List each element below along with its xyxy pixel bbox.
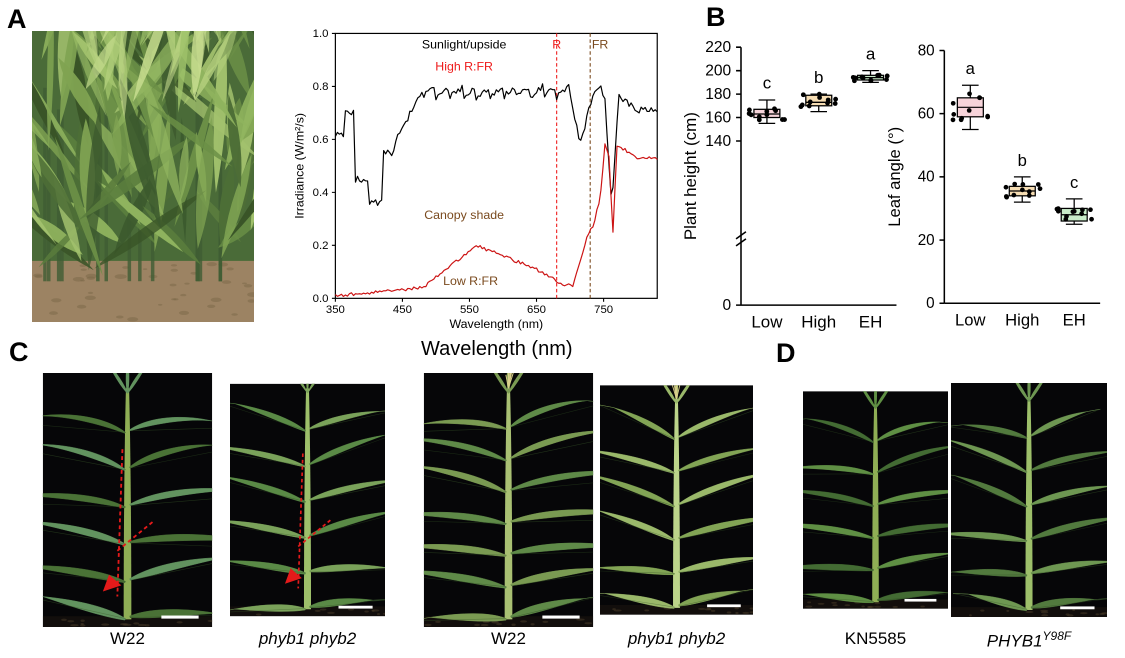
svg-text:0.6: 0.6 bbox=[313, 134, 329, 146]
svg-text:c: c bbox=[1070, 173, 1078, 192]
svg-text:a: a bbox=[966, 59, 976, 78]
svg-text:200: 200 bbox=[705, 63, 731, 80]
svg-text:0.2: 0.2 bbox=[313, 240, 329, 252]
svg-text:0.8: 0.8 bbox=[313, 81, 329, 93]
svg-text:40: 40 bbox=[918, 169, 935, 186]
svg-text:b: b bbox=[814, 68, 823, 87]
svg-text:1.0: 1.0 bbox=[313, 28, 329, 40]
svg-text:Sunlight/upside: Sunlight/upside bbox=[422, 37, 507, 51]
svg-text:Low: Low bbox=[751, 313, 783, 332]
svg-text:350: 350 bbox=[326, 304, 345, 316]
svg-text:Low R:FR: Low R:FR bbox=[443, 274, 498, 288]
svg-text:EH: EH bbox=[859, 313, 883, 332]
svg-text:750: 750 bbox=[594, 304, 613, 316]
svg-text:180: 180 bbox=[705, 86, 731, 103]
svg-text:650: 650 bbox=[527, 304, 546, 316]
svg-text:20: 20 bbox=[918, 232, 935, 249]
svg-text:Plant height (cm): Plant height (cm) bbox=[681, 112, 700, 240]
svg-text:High: High bbox=[801, 313, 836, 332]
svg-text:140: 140 bbox=[705, 133, 731, 150]
svg-text:High R:FR: High R:FR bbox=[435, 60, 493, 74]
svg-text:0: 0 bbox=[722, 297, 731, 314]
svg-text:Low: Low bbox=[955, 310, 986, 329]
svg-text:b: b bbox=[1018, 151, 1027, 170]
svg-text:FR: FR bbox=[592, 37, 609, 51]
svg-text:450: 450 bbox=[393, 304, 412, 316]
svg-text:Leaf angle (°): Leaf angle (°) bbox=[885, 127, 904, 227]
svg-text:80: 80 bbox=[918, 42, 935, 59]
svg-text:Wavelength (nm): Wavelength (nm) bbox=[449, 317, 543, 331]
svg-text:220: 220 bbox=[705, 39, 731, 56]
svg-text:Canopy shade: Canopy shade bbox=[424, 208, 504, 222]
svg-text:EH: EH bbox=[1063, 310, 1086, 329]
svg-text:0: 0 bbox=[926, 295, 934, 312]
svg-text:High: High bbox=[1005, 310, 1039, 329]
svg-text:550: 550 bbox=[460, 304, 479, 316]
svg-text:160: 160 bbox=[705, 109, 731, 126]
svg-text:c: c bbox=[763, 74, 772, 93]
svg-text:R: R bbox=[552, 37, 561, 51]
svg-text:60: 60 bbox=[918, 105, 935, 122]
svg-text:Irradiance (W/m²/s): Irradiance (W/m²/s) bbox=[293, 113, 307, 219]
svg-text:0.0: 0.0 bbox=[313, 293, 329, 305]
svg-text:0.4: 0.4 bbox=[313, 187, 329, 199]
svg-text:a: a bbox=[866, 44, 876, 63]
